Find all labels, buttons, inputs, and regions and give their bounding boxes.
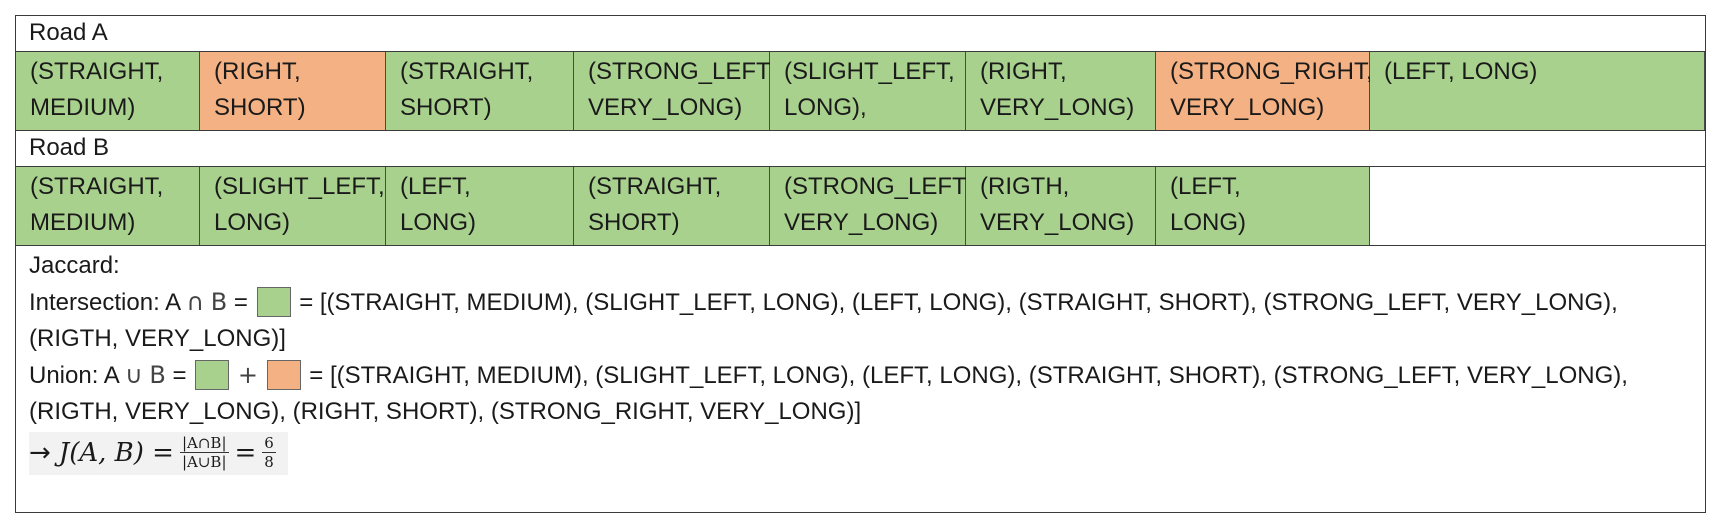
road-b-row: (STRAIGHT, MEDIUM) (SLIGHT_LEFT, LONG) (LE… — [16, 167, 1705, 246]
road_b-cell-6: (RIGTH, VERY_LONG) — [966, 167, 1156, 245]
union-list: = [(STRAIGHT, MEDIUM), (SLIGHT_LEFT, LON… — [309, 362, 1628, 389]
union-line: Union: A ∪ B = + = [(STRAIGHT, MEDIUM), … — [29, 357, 1695, 394]
jaccard-section: Jaccard: Intersection: A ∩ B = = [(STRAI… — [29, 248, 1695, 475]
road_a-cell-4: (STRONG_LEFT, VERY_LONG) — [574, 52, 775, 130]
road_a-cell-7: (STRONG_RIGHT, VERY_LONG) — [1156, 52, 1373, 130]
green-swatch — [256, 287, 291, 317]
intersection-list: = [(STRAIGHT, MEDIUM), (SLIGHT_LEFT, LON… — [299, 289, 1618, 316]
fraction-values: 6 8 — [262, 434, 276, 471]
set-b-label: B — [210, 288, 228, 316]
road_a-cell-6: (RIGHT, VERY_LONG) — [966, 52, 1156, 130]
orange-swatch — [266, 360, 301, 390]
road_b-cell-5: (STRONG_LEFT, VERY_LONG) — [770, 167, 971, 245]
fraction-denominator: |A∪B| — [181, 453, 227, 471]
road_a-cell-8: (LEFT, LONG) — [1370, 52, 1705, 130]
fraction-value-numerator: 6 — [262, 434, 276, 453]
union-prefix: Union: A — [29, 362, 119, 389]
road_a-cell-2: (RIGHT, SHORT) — [200, 52, 386, 130]
arrow-icon: → — [29, 437, 51, 468]
intersection-list-continued: (RIGTH, VERY_LONG)] — [29, 325, 286, 352]
union-list-continued: (RIGTH, VERY_LONG), (RIGHT, SHORT), (STR… — [29, 398, 862, 425]
road_b-cell-1: (STRAIGHT, MEDIUM) — [16, 167, 200, 245]
fraction-sets: |A∩B| |A∪B| — [179, 434, 229, 471]
road-a-row: (STRAIGHT, MEDIUM) (RIGHT, SHORT) (STRAIGH… — [16, 52, 1705, 131]
road_b-cell-2: (SLIGHT_LEFT, LONG) — [200, 167, 386, 245]
road_b-cell-7: (LEFT, LONG) — [1156, 167, 1370, 245]
equals-sign: = — [172, 362, 187, 389]
fraction-numerator: |A∩B| — [179, 434, 229, 453]
green-swatch — [195, 360, 230, 390]
road_b-cell-4: (STRAIGHT, SHORT) — [574, 167, 770, 245]
jaccard-formula: → J(A, B) = |A∩B| |A∪B| = 6 8 — [29, 432, 288, 475]
set-b-label: B — [149, 361, 166, 389]
jaccard-title: Jaccard: — [29, 252, 120, 279]
union-symbol: ∪ — [125, 361, 143, 389]
intersection-symbol: ∩ — [186, 288, 205, 316]
road_b-cell-3: (LEFT, LONG) — [386, 167, 574, 245]
formula-equals: = — [234, 437, 257, 468]
road_b-cell-8 — [1370, 167, 1705, 245]
intersection-line: Intersection: A ∩ B = = [(STRAIGHT, MEDI… — [29, 284, 1695, 321]
road_a-cell-5: (SLIGHT_LEFT, LONG), — [770, 52, 966, 130]
plus-sign: + — [237, 361, 258, 389]
road_a-cell-1: (STRAIGHT, MEDIUM) — [16, 52, 200, 130]
jaccard-table: Road A (STRAIGHT, MEDIUM) (RIGHT, SHORT)(… — [15, 15, 1706, 513]
intersection-prefix: Intersection: A — [29, 289, 180, 316]
equals-sign: = — [233, 289, 248, 316]
formula-lhs: J(A, B) = — [58, 437, 174, 468]
road_a-cell-3: (STRAIGHT, SHORT) — [386, 52, 574, 130]
fraction-value-denominator: 8 — [264, 453, 274, 471]
road-a-label: Road A — [16, 16, 1705, 52]
road-b-label: Road B — [16, 131, 1705, 167]
